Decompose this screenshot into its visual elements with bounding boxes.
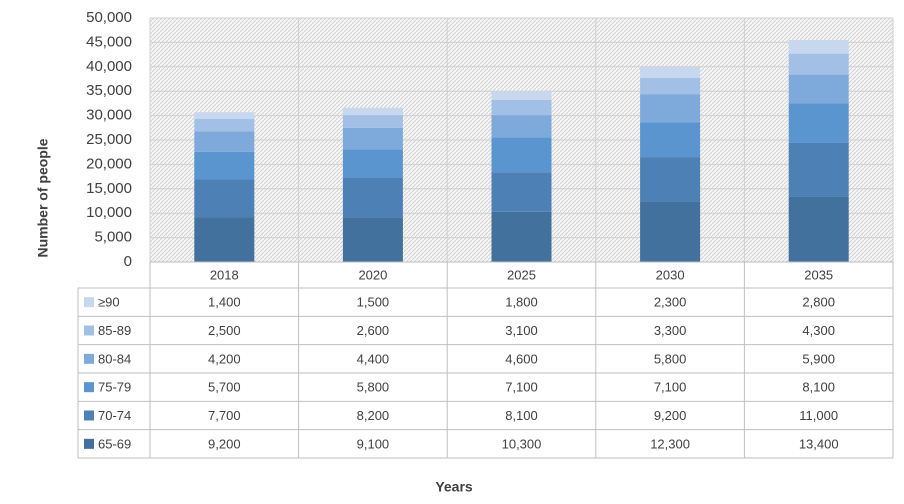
table-cell: 4,400 <box>357 351 390 366</box>
y-tick-label: 10,000 <box>86 204 132 221</box>
y-tick-label: 45,000 <box>86 33 132 50</box>
bar-segment <box>788 53 849 75</box>
legend-label: 80-84 <box>98 351 131 366</box>
legend-key <box>84 297 94 308</box>
table-cell: 1,500 <box>357 295 390 310</box>
bar-segment <box>788 196 849 262</box>
legend-key <box>84 353 94 364</box>
table-cell: 7,100 <box>654 380 687 395</box>
bar-segment <box>342 149 403 178</box>
legend-key <box>84 382 94 393</box>
table-cell: 2,800 <box>802 295 835 310</box>
bar-segment <box>491 91 552 100</box>
table-cell: 3,100 <box>505 323 538 338</box>
table-cell: 5,800 <box>357 380 390 395</box>
y-tick-label: 20,000 <box>86 155 132 172</box>
legend-label: 65-69 <box>98 436 131 451</box>
table-cell: 7,100 <box>505 380 538 395</box>
table-cell: 8,200 <box>357 408 390 423</box>
bar-segment <box>640 201 701 262</box>
x-tick-label: 2035 <box>804 267 833 282</box>
bar-segment <box>640 122 701 158</box>
table-cell: 5,900 <box>802 351 835 366</box>
bar-segment <box>342 177 403 218</box>
bar-segment <box>491 99 552 116</box>
bar-segment <box>194 119 255 132</box>
bar-segment <box>194 217 255 262</box>
x-tick-label: 2030 <box>656 267 685 282</box>
table-cell: 9,200 <box>654 408 687 423</box>
y-tick-label: 35,000 <box>86 82 132 99</box>
y-tick-label: 30,000 <box>86 107 132 124</box>
bar-segment <box>194 151 255 180</box>
bar-segment <box>640 94 701 123</box>
bar-segment <box>342 107 403 116</box>
legend-label: 85-89 <box>98 323 131 338</box>
bar-segment <box>491 211 552 262</box>
table-cell: 12,300 <box>650 436 690 451</box>
bar-segment <box>194 112 255 120</box>
x-axis-title: Years <box>435 479 473 495</box>
bar-segment <box>194 179 255 218</box>
table-cell: 5,700 <box>208 380 241 395</box>
table-cell: 10,300 <box>502 436 542 451</box>
bar-segment <box>491 115 552 138</box>
bar-segment <box>491 172 552 212</box>
table-cell: 8,100 <box>802 380 835 395</box>
legend-label: 75-79 <box>98 380 131 395</box>
table-cell: 13,400 <box>799 436 839 451</box>
bar-segment <box>342 217 403 262</box>
bar-segment <box>640 157 701 202</box>
table-cell: 8,100 <box>505 408 538 423</box>
x-tick-label: 2020 <box>358 267 387 282</box>
bar-segment <box>491 137 552 173</box>
table-cell: 9,200 <box>208 436 241 451</box>
table-cell: 2,600 <box>357 323 390 338</box>
y-tick-label: 50,000 <box>86 9 132 26</box>
bar-segment <box>640 66 701 79</box>
x-tick-label: 2018 <box>210 267 239 282</box>
y-tick-label: 40,000 <box>86 58 132 75</box>
bar-segment <box>342 127 403 150</box>
table-cell: 2,300 <box>654 295 687 310</box>
bar-segment <box>788 74 849 104</box>
table-cell: 3,300 <box>654 323 687 338</box>
legend-label: 70-74 <box>98 408 131 423</box>
legend-key <box>84 410 94 421</box>
bar-segment <box>788 142 849 197</box>
y-tick-label: 15,000 <box>86 180 132 197</box>
table-cell: 7,700 <box>208 408 241 423</box>
table-cell: 4,300 <box>802 323 835 338</box>
bar-segment <box>788 39 849 54</box>
table-cell: 5,800 <box>654 351 687 366</box>
table-cell: 4,600 <box>505 351 538 366</box>
y-tick-label: 0 <box>124 253 132 270</box>
x-tick-label: 2025 <box>507 267 536 282</box>
legend-key <box>84 438 94 449</box>
legend-label: ≥90 <box>98 295 120 310</box>
y-axis-title: Number of people <box>35 138 51 257</box>
y-tick-label: 5,000 <box>94 229 132 246</box>
bar-segment <box>194 131 255 152</box>
bar-segment <box>788 103 849 143</box>
bar-segment <box>640 78 701 95</box>
table-cell: 9,100 <box>357 436 390 451</box>
table-cell: 1,800 <box>505 295 538 310</box>
table-cell: 2,500 <box>208 323 241 338</box>
table-cell: 11,000 <box>799 408 838 423</box>
table-cell: 1,400 <box>208 295 241 310</box>
legend-key <box>84 325 94 336</box>
y-tick-label: 25,000 <box>86 131 132 148</box>
bar-segment <box>342 115 403 128</box>
table-cell: 4,200 <box>208 351 241 366</box>
